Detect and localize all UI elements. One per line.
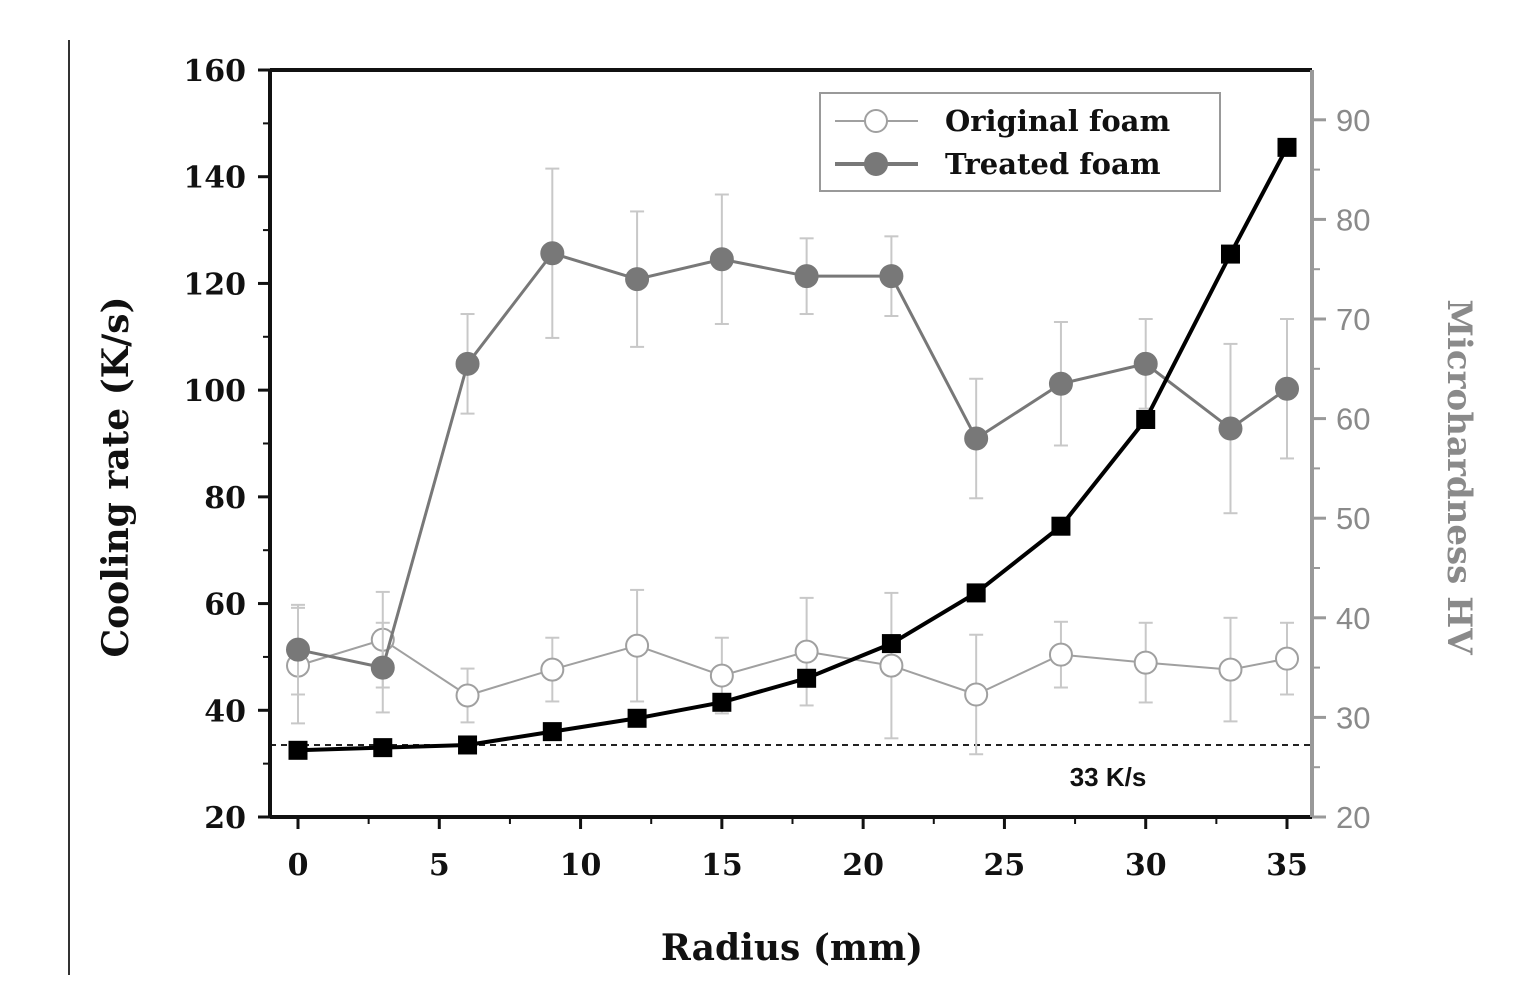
treated-foam-point [1275, 376, 1299, 401]
cooling-rate-point [288, 740, 308, 760]
original-foam-point [1048, 642, 1073, 667]
original-foam-point [1218, 657, 1243, 682]
x-tick-label: 15 [701, 848, 743, 883]
treated-foam-point [286, 637, 310, 662]
cooling-rate-point [1277, 137, 1297, 157]
y-axis-title: Cooling rate (K/s) [95, 296, 137, 657]
treated-foam-point [879, 264, 904, 289]
cooling-rate-point [797, 668, 817, 688]
treated-foam-point [1218, 416, 1243, 441]
y2-tick-label: 40 [1336, 601, 1370, 636]
cooling-rate-point [1220, 244, 1240, 264]
x-axis-title: Radius (mm) [661, 927, 923, 969]
cooling-rate-point [373, 738, 393, 758]
original-foam-point [1133, 650, 1158, 675]
treated-foam-point [455, 351, 480, 376]
treated-foam-point [1133, 351, 1158, 376]
y-tick-label: 20 [204, 801, 246, 836]
original-foam-point [964, 682, 989, 707]
treated-foam-point [794, 264, 819, 289]
original-foam-point [879, 653, 904, 678]
y2-tick-label: 70 [1336, 302, 1370, 337]
legend: Original foam Treated foam [819, 92, 1221, 192]
cooling-rate-point [542, 722, 562, 742]
y-tick-label: 80 [204, 481, 246, 516]
treated-foam-point [1048, 371, 1073, 396]
y-tick-label: 40 [204, 694, 246, 729]
treated-foam-point [625, 267, 650, 292]
threshold-annotation: 33 K/s [1070, 762, 1147, 792]
treated-foam-point [370, 655, 395, 680]
cooling-rate-point [627, 708, 647, 728]
cooling-rate-point [458, 735, 478, 755]
y2-tick-label: 50 [1336, 501, 1370, 536]
y2-tick-label: 20 [1336, 800, 1370, 835]
legend-original-foam-label: Original foam [945, 104, 1170, 138]
plot-area [270, 137, 1312, 760]
y-tick-label: 100 [183, 374, 246, 409]
original-foam-point [1275, 646, 1299, 671]
legend-treated-foam-marker [864, 152, 888, 176]
cooling-rate-point [1051, 516, 1071, 536]
y-tick-label: 160 [183, 54, 246, 89]
cooling-rate-point [966, 583, 986, 603]
treated-foam-point [964, 426, 989, 451]
x-tick-label: 5 [429, 848, 450, 883]
y2-tick-label: 90 [1336, 103, 1370, 138]
treated-foam-line [297, 251, 1288, 670]
y-tick-label: 140 [183, 161, 246, 196]
original-foam-point [625, 633, 650, 658]
y2-tick-label: 60 [1336, 402, 1370, 437]
y2-tick-label: 30 [1336, 700, 1370, 735]
treated-foam-point [540, 241, 565, 266]
y-tick-label: 120 [183, 267, 246, 302]
x-tick-label: 20 [842, 848, 884, 883]
x-tick-label: 10 [560, 848, 602, 883]
original-foam-point [794, 639, 819, 664]
axes: 0 5 10 15 20 25 30 35 20 40 60 80 100 120 140 160 20 30 40… [183, 54, 1370, 883]
x-tick-label: 30 [1125, 848, 1167, 883]
x-tick-label: 0 [288, 848, 309, 883]
legend-original-foam-marker [864, 109, 888, 133]
cooling-rate-point [881, 634, 901, 654]
y-tick-label: 60 [204, 588, 246, 623]
y2-axis-title: Microhardness HV [1439, 299, 1479, 655]
original-foam-point [709, 663, 734, 688]
cooling-rate-point [712, 692, 732, 712]
legend-box [819, 92, 1221, 192]
original-foam-point [540, 657, 565, 682]
original-foam-point [455, 683, 480, 708]
treated-foam-point [709, 247, 734, 272]
y2-tick-label: 80 [1336, 202, 1370, 237]
x-tick-label: 25 [984, 848, 1026, 883]
x-tick-label: 35 [1266, 848, 1308, 883]
cooling-rate-point [1136, 409, 1156, 429]
legend-treated-foam-label: Treated foam [945, 147, 1161, 181]
